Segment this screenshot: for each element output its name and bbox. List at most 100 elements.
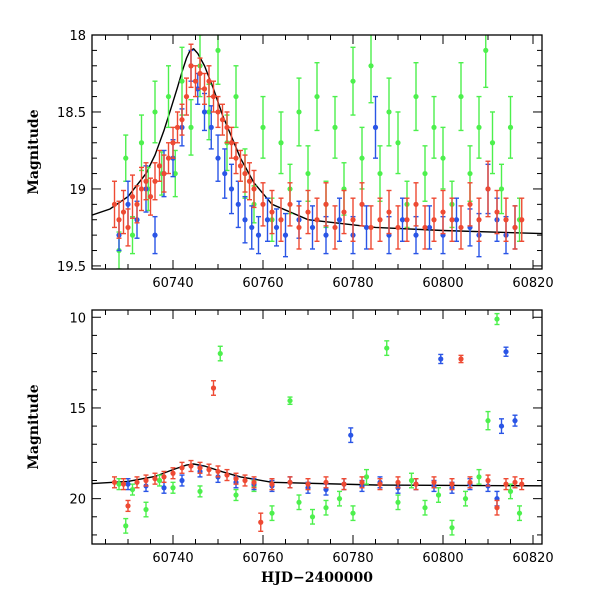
data-point [363, 474, 370, 480]
data-point [494, 505, 500, 511]
data-point [359, 155, 365, 161]
data-point [282, 232, 289, 238]
x-tick-label: 60780 [332, 276, 373, 291]
data-point [170, 470, 176, 476]
data-point [215, 47, 221, 53]
data-point [197, 488, 203, 494]
x-tick-label: 60760 [242, 276, 283, 291]
data-point [336, 496, 343, 502]
data-point [224, 124, 230, 130]
data-point [296, 224, 302, 231]
data-point [246, 178, 253, 184]
data-point [512, 224, 518, 231]
data-point [519, 217, 525, 223]
y-tick-label: 18.5 [57, 106, 86, 121]
data-point [170, 140, 176, 146]
panel-2-plot-area [92, 312, 542, 536]
data-point [309, 224, 316, 231]
x-tick-label: 60760 [242, 551, 283, 566]
data-point [258, 519, 264, 525]
data-point [359, 479, 365, 485]
data-point [458, 224, 464, 231]
data-point [278, 217, 284, 223]
y-tick-label: 19 [69, 183, 86, 198]
x-tick-label: 60820 [512, 276, 553, 291]
data-point [242, 170, 248, 177]
data-point [377, 170, 383, 177]
y-tick-label: 20 [69, 493, 86, 508]
data-point [125, 503, 131, 509]
data-point [314, 93, 320, 100]
y-tick-label: 18 [69, 29, 86, 44]
data-point [210, 93, 217, 100]
data-point [503, 481, 509, 487]
data-point [476, 124, 482, 130]
data-point [129, 486, 136, 493]
data-point [206, 78, 212, 84]
data-point [208, 124, 214, 130]
data-point [156, 163, 163, 169]
data-point [462, 496, 469, 502]
data-point [123, 523, 129, 529]
data-point [152, 109, 158, 115]
data-point [323, 505, 329, 511]
data-point [512, 479, 518, 485]
data-point [129, 194, 136, 200]
data-point [413, 201, 419, 207]
data-point [296, 499, 302, 505]
data-point [215, 468, 221, 475]
data-point [143, 477, 149, 484]
data-point [120, 481, 127, 487]
data-point [251, 186, 257, 192]
y-axis-title: Magnitude [26, 109, 42, 194]
data-point [350, 217, 356, 223]
data-point [485, 418, 491, 424]
data-point [179, 465, 185, 471]
data-point [431, 124, 437, 130]
data-point [458, 93, 464, 100]
data-point [188, 463, 194, 469]
data-point [332, 224, 338, 231]
y-tick-label: 10 [69, 311, 86, 326]
x-tick-label: 60740 [152, 551, 193, 566]
data-point [123, 155, 129, 161]
data-point [404, 217, 410, 223]
data-point [458, 356, 464, 362]
data-point [111, 479, 118, 485]
data-point [323, 232, 329, 238]
data-point [138, 140, 145, 146]
data-point [228, 140, 235, 146]
data-point [129, 232, 136, 238]
data-point [438, 356, 444, 362]
data-point [503, 349, 509, 355]
data-point [368, 63, 374, 69]
data-point [323, 479, 329, 485]
data-point [449, 217, 455, 223]
data-point [485, 186, 491, 192]
data-point [125, 201, 131, 207]
data-point [111, 201, 118, 207]
data-point [143, 178, 149, 184]
data-point [498, 186, 505, 192]
data-point [269, 510, 275, 516]
data-point [222, 170, 228, 177]
data-point [235, 201, 241, 207]
data-point [476, 217, 482, 223]
data-point [237, 163, 244, 169]
data-point [233, 476, 239, 482]
data-point [341, 481, 347, 487]
panel-frame [91, 34, 543, 270]
data-point [134, 201, 140, 207]
data-point [161, 485, 167, 491]
data-point [287, 201, 293, 207]
data-point [467, 201, 473, 207]
data-point [152, 232, 158, 238]
data-point [467, 479, 473, 485]
panel-1-plot-area [92, 35, 542, 269]
data-point [305, 481, 311, 487]
data-point [269, 481, 275, 487]
data-point [350, 510, 356, 516]
data-point [152, 476, 158, 482]
data-point [197, 465, 203, 471]
